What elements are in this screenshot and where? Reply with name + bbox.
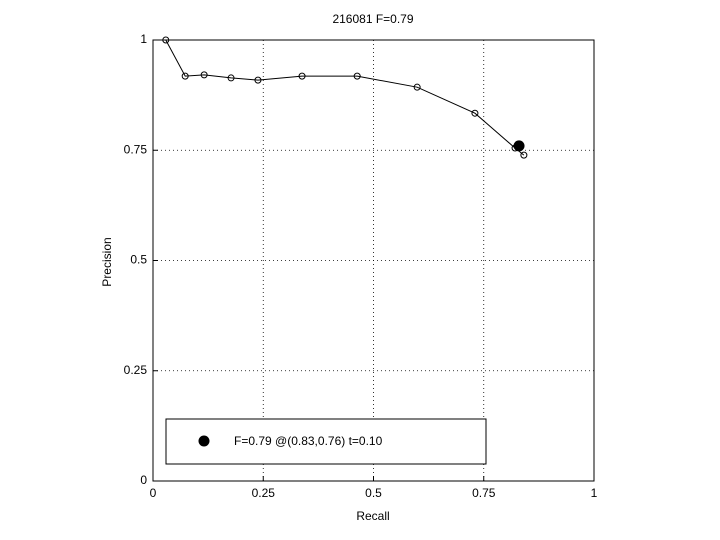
data-point	[413, 83, 421, 91]
y-tick-label: 0.25	[124, 363, 148, 377]
x-tick-label: 0.75	[472, 486, 496, 500]
axes-frame	[152, 39, 595, 482]
data-point	[298, 72, 306, 80]
x-tick-label: 0.5	[365, 486, 382, 500]
legend-box	[165, 418, 487, 465]
data-point	[200, 71, 208, 79]
data-line	[165, 39, 525, 156]
chart-title: 216081 F=0.79	[332, 12, 413, 26]
data-point	[181, 72, 189, 80]
y-tick-label: 0	[140, 473, 147, 487]
x-axis-label: Recall	[356, 509, 389, 523]
y-axis-label: Precision	[100, 237, 114, 286]
data-point	[353, 72, 361, 80]
x-tick-label: 1	[591, 486, 598, 500]
y-tick-label: 0.5	[130, 253, 147, 267]
x-tick-label: 0.25	[252, 486, 276, 500]
legend-marker	[198, 435, 210, 447]
best-point	[513, 140, 525, 152]
data-point	[471, 109, 479, 117]
legend-label: F=0.79 @(0.83,0.76) t=0.10	[234, 434, 383, 448]
data-point	[520, 151, 528, 159]
y-tick-label: 0.75	[124, 142, 148, 156]
data-point	[254, 76, 262, 84]
data-point	[227, 74, 235, 82]
x-tick-label: 0	[150, 486, 157, 500]
y-tick-label: 1	[140, 32, 147, 46]
